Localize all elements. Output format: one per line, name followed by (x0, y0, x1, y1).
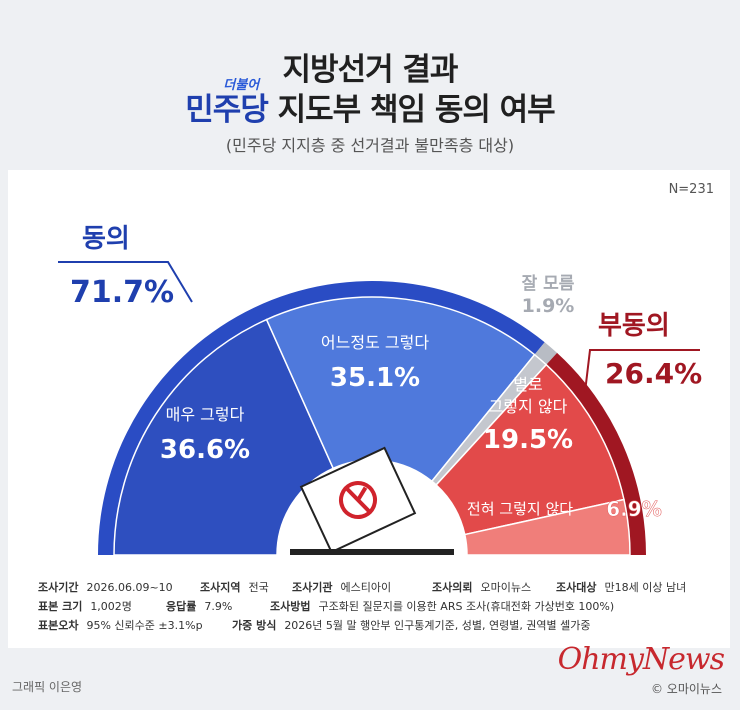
title-line1: 지방선거 결과 (282, 52, 459, 88)
party-name: 더불어 민주당 (185, 78, 269, 128)
info-client: 조사의뢰 오마이뉴스 (432, 581, 532, 594)
info-response: 응답률 7.9% (166, 600, 233, 613)
group-band-0 (98, 281, 545, 555)
sample-size: N=231 (668, 182, 714, 197)
info-error: 표본오차 95% 신뢰수준 ±3.1%p (38, 619, 203, 632)
group-leader-2 (584, 349, 700, 393)
info-region: 조사지역 전국 (200, 581, 269, 594)
segment-value-0: 36.6% (160, 435, 250, 465)
group-value-2: 26.4% (605, 357, 702, 390)
group-label-0: 동의 (82, 224, 130, 254)
group-value-1: 1.9% (522, 295, 575, 317)
group-value-0: 71.7% (70, 275, 174, 310)
group-band-2 (546, 352, 646, 555)
group-label-1: 잘 모름 (522, 273, 575, 294)
segment-label-3: 별로 그렇지 않다 (489, 375, 568, 416)
graphic-credit: 그래픽 이은영 (12, 680, 83, 694)
title-line2-rest: 지도부 책임 동의 여부 (267, 92, 556, 128)
info-period: 조사기간 2026.06.09~10 (38, 581, 173, 594)
segment-label-0: 매우 그렇다 (166, 405, 245, 424)
segment-label-4: 전혀 그렇지 않다 (467, 500, 573, 518)
survey-info: 조사기간 2026.06.09~10 조사지역 전국 조사기관 에스티아이 조사의뢰 오… (0, 573, 740, 637)
group-label-2: 부동의 (598, 311, 670, 341)
info-target: 조사대상 만18세 이상 남녀 (556, 581, 687, 594)
segment-value-3: 19.5% (483, 425, 573, 455)
party-note: 더불어 (223, 78, 260, 93)
copyright: © 오마이뉴스 (650, 682, 722, 696)
info-weight: 가중 방식 2026년 5월 말 행안부 인구통계기준, 성별, 연령별, 권역별… (232, 619, 591, 632)
subtitle: (민주당 지지층 중 선거결과 불만족층 대상) (225, 136, 515, 155)
title-line2: 더불어 민주당 지도부 책임 동의 여부 (0, 78, 740, 129)
group-leader-0 (58, 261, 193, 303)
ballot-icon (299, 446, 417, 554)
info-method: 조사방법 구조화된 질문지를 이용한 ARS 조사(휴대전화 가상번호 100%) (270, 600, 615, 613)
info-size: 표본 크기 1,002명 (38, 600, 132, 613)
segment-value-1: 35.1% (330, 363, 420, 393)
info-agency: 조사기관 에스티아이 (292, 581, 392, 594)
semicircle-chart: 매우 그렇다 36.6% 어느정도 그렇다 35.1% 별로 그렇지 않다 19.5% 전혀 … (58, 224, 702, 556)
ballot-slot (290, 549, 454, 555)
segment-value-4: 6.9% (606, 497, 661, 521)
segment-label-1: 어느정도 그렇다 (321, 333, 429, 352)
ohmynews-logo: OhmyNews (557, 642, 725, 677)
